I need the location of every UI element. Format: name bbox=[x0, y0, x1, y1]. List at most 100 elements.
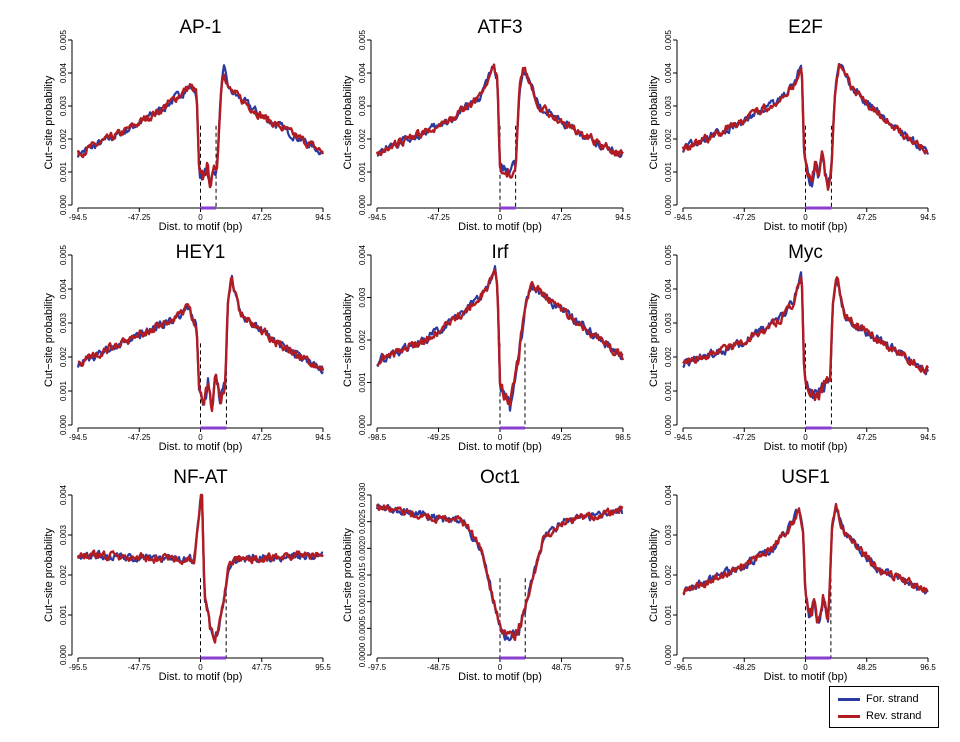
y-tick-label: 0.001 bbox=[59, 161, 68, 182]
y-tick-label: 0.0005 bbox=[358, 616, 367, 641]
panel-atf3: ATF3 0.000 0.001 0.002 0.003 0.004 0.005 Cut−si… bbox=[342, 17, 631, 233]
y-tick-label: 0.001 bbox=[59, 604, 68, 625]
y-tick-label: 0.001 bbox=[664, 161, 673, 182]
y-tick-label: 0.0015 bbox=[358, 562, 367, 587]
x-axis-label: Dist. to motif (bp) bbox=[764, 441, 848, 453]
x-tick-label: 95.5 bbox=[315, 663, 331, 672]
x-tick-label: 0 bbox=[803, 433, 808, 442]
legend-label-forward: For. strand bbox=[866, 693, 919, 705]
y-tick-label: 0.003 bbox=[358, 287, 367, 308]
y-tick-label: 0.001 bbox=[664, 604, 673, 625]
x-tick-label: 0 bbox=[198, 213, 203, 222]
y-tick-label: 0.005 bbox=[664, 29, 673, 50]
x-axis-label: Dist. to motif (bp) bbox=[458, 671, 542, 683]
x-tick-label: -94.5 bbox=[368, 213, 387, 222]
y-tick-label: 0.003 bbox=[664, 524, 673, 545]
series-line-reverse bbox=[76, 73, 325, 189]
x-tick-label: -47.25 bbox=[427, 213, 450, 222]
panel-usf1: USF1 0.000 0.001 0.002 0.003 0.004 Cut−site pr… bbox=[648, 467, 936, 683]
x-tick-label: 94.5 bbox=[615, 213, 631, 222]
panel-title: AP-1 bbox=[179, 17, 221, 38]
y-tick-label: 0.005 bbox=[59, 29, 68, 50]
x-axis-label: Dist. to motif (bp) bbox=[159, 221, 243, 233]
panel-title: Oct1 bbox=[480, 467, 520, 488]
legend-swatch-reverse bbox=[838, 714, 860, 718]
y-tick-label: 0.0000 bbox=[358, 642, 367, 667]
y-tick-label: 0.005 bbox=[664, 244, 673, 265]
x-tick-label: 47.25 bbox=[551, 213, 572, 222]
x-tick-label: 0 bbox=[498, 213, 503, 222]
x-tick-label: 47.25 bbox=[857, 433, 878, 442]
panel-title: ATF3 bbox=[477, 17, 522, 38]
y-tick-label: 0.000 bbox=[358, 194, 367, 215]
panel-title: Irf bbox=[492, 242, 510, 263]
x-tick-label: -96.5 bbox=[674, 663, 693, 672]
x-tick-label: 0 bbox=[198, 663, 203, 672]
x-axis-label: Dist. to motif (bp) bbox=[458, 221, 542, 233]
y-tick-label: 0.004 bbox=[358, 244, 367, 265]
x-tick-label: -94.5 bbox=[674, 433, 693, 442]
y-tick-label: 0.001 bbox=[664, 380, 673, 401]
y-tick-label: 0.004 bbox=[664, 62, 673, 83]
y-tick-label: 0.001 bbox=[358, 161, 367, 182]
x-tick-label: 0 bbox=[803, 213, 808, 222]
y-tick-label: 0.002 bbox=[664, 128, 673, 149]
series-line-forward bbox=[76, 493, 324, 641]
y-tick-label: 0.004 bbox=[664, 278, 673, 299]
y-tick-label: 0.0020 bbox=[358, 536, 367, 561]
x-axis-label: Dist. to motif (bp) bbox=[159, 671, 243, 683]
series-line-reverse bbox=[682, 502, 929, 624]
x-tick-label: 49.25 bbox=[551, 433, 572, 442]
x-tick-label: 0 bbox=[498, 663, 503, 672]
x-tick-label: 47.75 bbox=[252, 663, 273, 672]
x-tick-label: -94.5 bbox=[674, 213, 693, 222]
x-tick-label: 0 bbox=[498, 433, 503, 442]
series-line-reverse bbox=[375, 504, 624, 642]
series-line-reverse bbox=[681, 63, 929, 191]
y-tick-label: 0.004 bbox=[664, 484, 673, 505]
y-axis-label: Cut−site probability bbox=[43, 293, 55, 387]
y-tick-label: 0.000 bbox=[59, 414, 68, 435]
legend: For. strand Rev. strand bbox=[829, 686, 939, 728]
x-tick-label: 94.5 bbox=[920, 433, 936, 442]
y-tick-label: 0.004 bbox=[358, 62, 367, 83]
x-tick-label: 94.5 bbox=[315, 213, 331, 222]
y-tick-label: 0.004 bbox=[59, 484, 68, 505]
y-tick-label: 0.0030 bbox=[358, 482, 367, 507]
y-tick-label: 0.002 bbox=[358, 128, 367, 149]
panel-e2f: E2F 0.000 0.001 0.002 0.003 0.004 0.005 Cut−sit… bbox=[648, 17, 936, 233]
x-tick-label: -47.25 bbox=[128, 433, 151, 442]
y-axis-label: Cut−site probability bbox=[648, 528, 660, 622]
y-tick-label: 0.003 bbox=[59, 95, 68, 116]
x-tick-label: -47.25 bbox=[128, 213, 151, 222]
panel-title: HEY1 bbox=[176, 242, 226, 263]
y-tick-label: 0.000 bbox=[664, 644, 673, 665]
y-axis-label: Cut−site probability bbox=[342, 75, 354, 169]
x-tick-label: 47.25 bbox=[857, 213, 878, 222]
x-tick-label: 98.5 bbox=[615, 433, 631, 442]
y-axis-label: Cut−site probability bbox=[648, 293, 660, 387]
y-tick-label: 0.002 bbox=[59, 564, 68, 585]
x-tick-label: -97.5 bbox=[368, 663, 387, 672]
x-tick-label: 47.25 bbox=[252, 213, 273, 222]
y-tick-label: 0.003 bbox=[358, 95, 367, 116]
x-axis-label: Dist. to motif (bp) bbox=[458, 441, 542, 453]
panel-ap-1: AP-1 0.000 0.001 0.002 0.003 0.004 0.005 Cut−si… bbox=[43, 17, 331, 233]
x-tick-label: 97.5 bbox=[615, 663, 631, 672]
x-tick-label: 94.5 bbox=[315, 433, 331, 442]
x-tick-label: -98.5 bbox=[368, 433, 387, 442]
y-tick-label: 0.005 bbox=[358, 29, 367, 50]
x-tick-label: 0 bbox=[198, 433, 203, 442]
series-line-reverse bbox=[375, 63, 624, 179]
legend-item-forward: For. strand bbox=[838, 691, 919, 707]
y-tick-label: 0.005 bbox=[59, 244, 68, 265]
x-tick-label: 0 bbox=[803, 663, 808, 672]
series-line-reverse bbox=[77, 276, 325, 413]
x-tick-label: -48.25 bbox=[733, 663, 756, 672]
y-tick-label: 0.000 bbox=[664, 414, 673, 435]
legend-label-reverse: Rev. strand bbox=[866, 710, 922, 722]
y-tick-label: 0.004 bbox=[59, 278, 68, 299]
series-line-reverse bbox=[682, 276, 930, 402]
y-tick-label: 0.001 bbox=[358, 372, 367, 393]
